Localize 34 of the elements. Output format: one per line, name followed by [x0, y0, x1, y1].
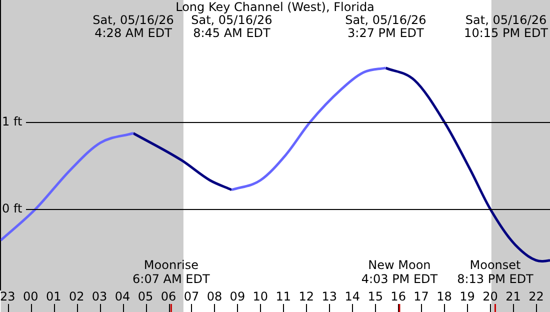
x-tick-label: 02: [68, 289, 84, 304]
x-tick-label: 23: [0, 289, 16, 304]
annotation: Sat, 05/16/26 4:28 AM EDT: [92, 13, 174, 40]
annotation: Sat, 05/16/26 3:27 PM EDT: [345, 13, 426, 40]
x-tick-label: 12: [298, 289, 314, 304]
y-tick-label: 0 ft: [2, 202, 22, 216]
x-tick-label: 15: [368, 289, 383, 304]
x-tick-label: 01: [46, 289, 62, 304]
x-tick-label: 19: [460, 289, 475, 304]
x-tick-label: 07: [184, 289, 200, 304]
x-tick-label: 22: [528, 289, 544, 304]
ref-line-label: Moonset 8:13 PM EDT: [457, 258, 534, 286]
x-tick-label: 20: [482, 289, 498, 304]
x-tick-label: 08: [206, 289, 222, 304]
ref-line-label: New Moon 4:03 PM EDT: [361, 258, 438, 286]
x-tick-label: 18: [436, 289, 452, 304]
x-tick-label: 13: [322, 289, 338, 304]
x-tick-label: 09: [230, 289, 246, 304]
x-tick-label: 03: [92, 289, 108, 304]
x-tick-label: 14: [344, 289, 360, 304]
chart-title: Long Key Channel (West), Florida: [176, 0, 374, 14]
x-tick-label: 04: [114, 289, 130, 304]
x-tick-label: 16: [390, 289, 406, 304]
x-tick-label: 11: [276, 289, 292, 304]
ref-line-label: Moonrise 6:07 AM EDT: [132, 258, 210, 286]
x-tick-label: 05: [138, 289, 154, 304]
x-tick-label: 21: [506, 289, 521, 304]
x-tick-label: 00: [22, 289, 38, 304]
annotation: Sat, 05/16/26 8:45 AM EDT: [191, 13, 272, 40]
x-tick-label: 10: [252, 289, 268, 304]
y-tick-label: 1 ft: [2, 114, 22, 129]
x-tick-label: 17: [414, 289, 429, 304]
x-tick-label: 06: [160, 289, 176, 304]
annotation: Sat, 05/16/26 10:15 PM EDT: [464, 13, 549, 40]
